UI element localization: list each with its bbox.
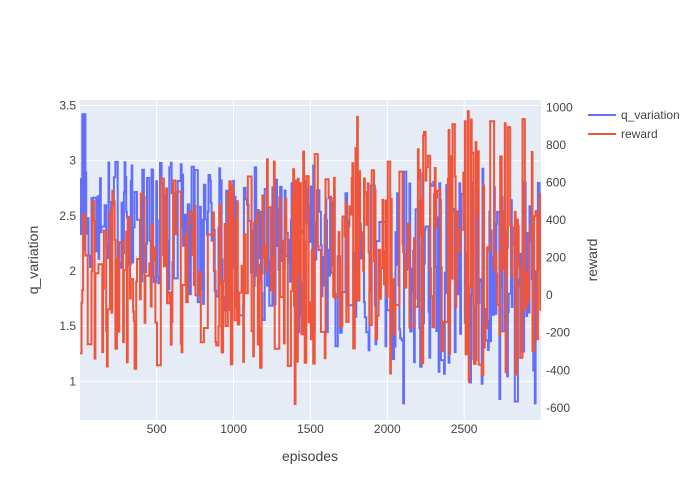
y-tick-label: 2.5 (59, 209, 76, 223)
series-layer (80, 110, 541, 405)
y2-tick-label: 200 (546, 251, 566, 265)
y-axis-title: q_variation (25, 226, 41, 295)
y-tick-label: 1.5 (59, 319, 76, 333)
legend-label-q-variation: q_variation (621, 108, 680, 122)
y2-tick-label: 400 (546, 213, 566, 227)
y2-tick-label: -600 (546, 401, 570, 415)
y2-tick-label: 600 (546, 176, 566, 190)
y2-tick-label: 1000 (546, 101, 573, 115)
x-tick-label: 2000 (374, 422, 401, 436)
y-tick-label: 3.5 (59, 99, 76, 113)
x-tick-label: 500 (147, 422, 167, 436)
x-tick-label: 2500 (451, 422, 478, 436)
y2-tick-label: 0 (546, 288, 553, 302)
series-line-reward (80, 110, 541, 405)
ticks-layer: 500 1000 1500 2000 250011.522.533.5-600-400-… (59, 99, 573, 436)
y-tick-label: 1 (69, 374, 76, 388)
y-tick-label: 3 (69, 154, 76, 168)
legend[interactable]: q_variation reward (588, 108, 680, 141)
x-tick-label: 1500 (297, 422, 324, 436)
y2-axis-title: reward (584, 239, 600, 282)
y2-tick-label: -200 (546, 326, 570, 340)
x-tick-label: 1000 (220, 422, 247, 436)
y2-tick-label: 800 (546, 138, 566, 152)
x-axis-title: episodes (282, 448, 338, 464)
legend-label-reward: reward (621, 127, 658, 141)
y2-tick-label: -400 (546, 363, 570, 377)
y-tick-label: 2 (69, 264, 76, 278)
